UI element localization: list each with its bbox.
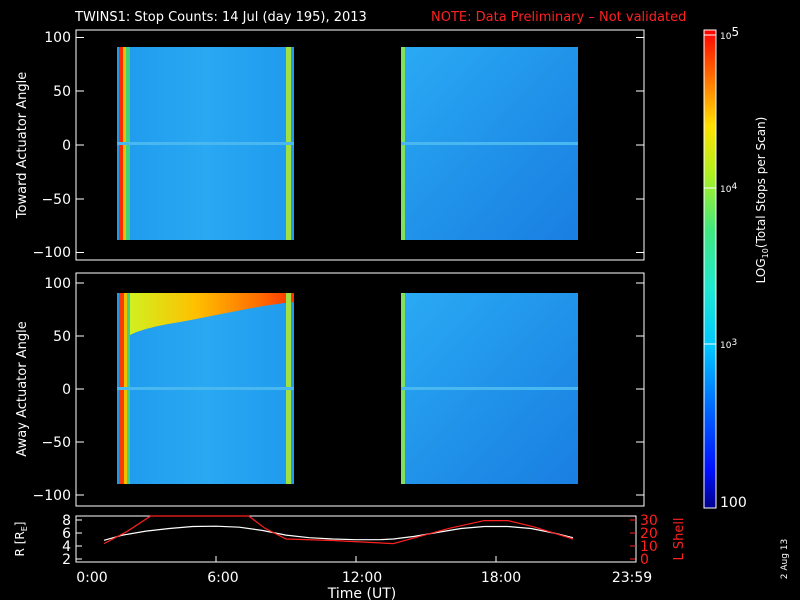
r-ytick-label-0: 8 [62,513,71,529]
panel-away: 100 50 0 −50 −100 Away Actuator Angle [15,272,645,507]
away-ytick-label-4: −100 [33,488,71,504]
away-y-ticks [76,282,644,496]
ephemeris-plot-frame [75,515,637,563]
colorbar-gradient [704,30,716,508]
away-hot-band [130,293,294,335]
colorbar-tick-5-exp: 5 [731,25,739,39]
lshell-ytick-label-2: 10 [640,539,658,555]
toward-ytick-label-1: 50 [53,84,71,100]
r-ytick-label-1: 6 [62,526,71,542]
ephemeris-right-ticks [630,519,636,560]
r-ytick-label-2: 4 [62,539,71,555]
toward-y-ticks [76,37,644,253]
away-zero-line-1 [117,387,294,390]
away-y-axis-label: Away Actuator Angle [15,321,30,456]
colorbar: 105 104 103 100 LOG10(Total Stops per Sc… [703,25,770,511]
colorbar-tick-label-4: 104 [720,182,737,195]
toward-y-tick-labels: 100 50 0 −50 −100 [33,30,71,261]
away-zero-line-2 [401,387,578,390]
panel-ephemeris: 8 6 4 2 R [RE] 30 20 10 0 L Shell 0:00 [13,513,687,600]
toward-ytick-label-3: −50 [41,192,71,208]
away-ytick-label-0: 100 [44,276,71,292]
lshell-ytick-label-3: 0 [640,552,649,568]
away-ytick-label-3: −50 [41,435,71,451]
colorbar-title-pre: LOG [754,258,768,283]
lshell-ytick-label-0: 30 [640,513,658,529]
toward-y-axis-label: Toward Actuator Angle [15,72,30,219]
colorbar-tick-3-base: 10 [720,341,732,351]
preliminary-note: NOTE: Data Preliminary – Not validated [431,10,686,25]
toward-ytick-label-2: 0 [62,138,71,154]
x-axis-tick-labels: 0:00 6:00 12:00 18:00 23:59 [76,570,652,586]
toward-zero-line-1 [117,142,294,145]
ephemeris-left-ticks [76,519,82,560]
lshell-ytick-label-1: 20 [640,526,658,542]
colorbar-ticks [704,34,716,345]
xtick-label-1: 6:00 [207,570,238,586]
ephemeris-left-tick-labels: 8 6 4 2 [62,513,71,568]
colorbar-tick-3-exp: 3 [731,338,737,348]
r-axis-label-main: R [R [13,531,27,556]
r-ytick-label-3: 2 [62,552,71,568]
away-y-tick-labels: 100 50 0 −50 −100 [33,276,71,504]
x-axis-ticks [75,556,637,562]
ephemeris-lines [103,515,574,545]
away-ytick-label-1: 50 [53,329,71,345]
chart-title: TWINS1: Stop Counts: 14 Jul (day 195), 2… [74,10,367,25]
colorbar-frame [703,29,717,509]
r-distance-line [103,525,574,541]
xtick-label-3: 18:00 [481,570,521,586]
away-heatmap-cells [117,293,578,484]
toward-zero-line-2 [401,142,578,145]
colorbar-title-post: (Total Stops per Scan) [754,117,768,248]
lshell-line [103,515,574,545]
date-stamp: 2 Aug 13 [780,539,790,579]
toward-heatmap-cells [117,47,578,240]
xtick-label-0: 0:00 [76,570,107,586]
toward-ytick-label-4: −100 [33,245,71,261]
toward-ytick-label-0: 100 [44,30,71,46]
r-axis-label-sub: E [20,526,29,531]
colorbar-tick-4-base: 10 [720,185,732,195]
r-axis-label: R [RE] [13,522,29,557]
ephemeris-right-tick-labels: 30 20 10 0 [640,513,658,568]
colorbar-tick-4-exp: 4 [731,182,737,192]
r-axis-label-tail: ] [13,522,27,527]
colorbar-tick-5-base: 10 [720,32,732,42]
panel-toward: 100 50 0 −50 −100 Toward Actuator Angle [15,29,645,261]
colorbar-tick-label-5: 105 [720,25,739,42]
lshell-axis-label: L Shell [672,517,687,560]
colorbar-bottom-label: 100 [720,495,747,511]
colorbar-title-sub: 10 [761,248,770,258]
xtick-label-4: 23:59 [612,570,652,586]
xtick-label-2: 12:00 [342,570,382,586]
colorbar-tick-label-3: 103 [720,338,737,351]
x-axis-label: Time (UT) [327,586,396,600]
away-ytick-label-2: 0 [62,382,71,398]
colorbar-title: LOG10(Total Stops per Scan) [754,117,770,284]
